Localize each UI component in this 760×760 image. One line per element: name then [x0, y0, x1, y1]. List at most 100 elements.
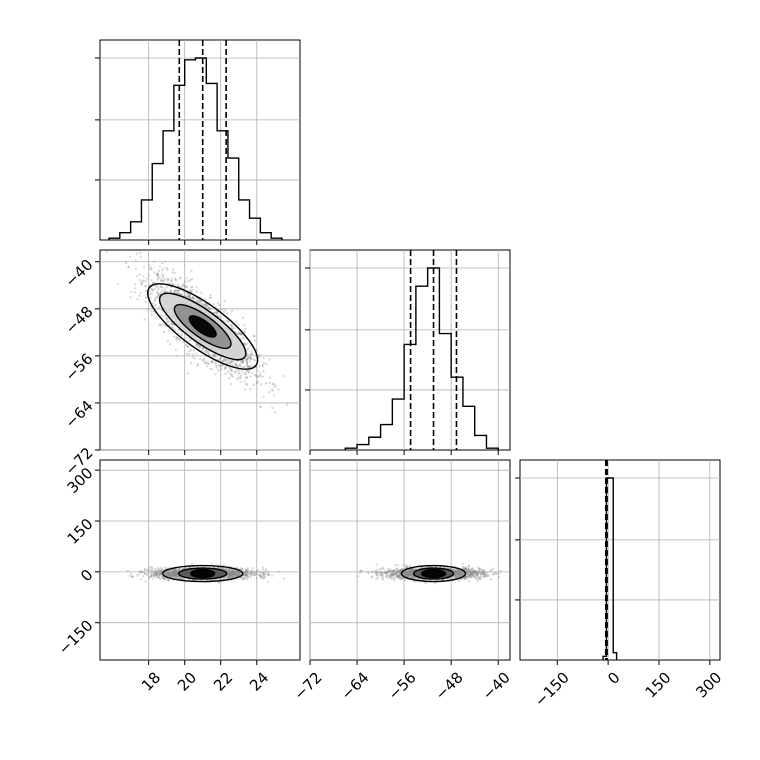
scatter-1-0-point [242, 330, 245, 333]
scatter-1-0-point [161, 269, 164, 272]
scatter-1-0-point [169, 343, 172, 346]
scatter-2-0-point [136, 574, 139, 577]
scatter-2-1-point [378, 573, 381, 576]
scatter-1-0-point [201, 359, 204, 362]
scatter-1-0-point [214, 373, 217, 376]
scatter-1-0-point [171, 271, 174, 274]
scatter-1-0-point [245, 359, 248, 362]
scatter-1-0-point [234, 370, 238, 373]
scatter-1-0-point [198, 345, 201, 348]
scatter-1-0-point [164, 314, 167, 317]
scatter-1-0-point [175, 354, 178, 357]
scatter-2-0-point [264, 568, 268, 571]
scatter-1-0-point [247, 369, 250, 372]
scatter-1-0-point [188, 279, 191, 282]
scatter-1-0-point [163, 260, 166, 263]
scatter-1-0-point [185, 343, 188, 346]
scatter-1-0-point [238, 364, 241, 367]
scatter-1-0-point [192, 353, 195, 356]
scatter-1-0-point [124, 249, 127, 252]
scatter-1-0-point [148, 264, 151, 267]
scatter-1-0-point [244, 342, 247, 345]
scatter-2-1-point [461, 563, 464, 566]
scatter-1-0-point [138, 273, 142, 276]
scatter-1-0-point [258, 355, 261, 358]
scatter-1-0-point [244, 331, 247, 334]
scatter-1-0-point [236, 364, 239, 367]
scatter-2-0-point [259, 574, 262, 578]
scatter-1-0-point [173, 335, 176, 338]
scatter-1-0-point [134, 259, 137, 262]
scatter-1-0-point [169, 279, 172, 282]
scatter-1-0-point [263, 362, 266, 365]
scatter-1-0-point [259, 383, 263, 386]
scatter-1-0-point [246, 365, 249, 368]
scatter-2-0-point [128, 575, 131, 578]
scatter-1-0-point [128, 255, 131, 258]
scatter-1-0-point [153, 260, 156, 263]
scatter-1-0-point [257, 375, 260, 378]
scatter-1-0-point [175, 337, 178, 340]
scatter-2-0-point [154, 568, 157, 571]
scatter-1-0-point [178, 277, 181, 280]
scatter-1-0-point [245, 358, 248, 361]
scatter-1-0-point [245, 377, 248, 380]
scatter-1-0-point [189, 362, 193, 365]
scatter-1-0-point [258, 365, 261, 368]
scatter-2-0-point [143, 572, 146, 575]
scatter-1-0-point [239, 376, 242, 379]
scatter-1-0-point [253, 335, 256, 338]
scatter-1-0-point [226, 370, 230, 373]
scatter-1-0-point [250, 372, 253, 375]
scatter-1-0-point [195, 286, 198, 289]
scatter-1-0-point [192, 349, 195, 352]
scatter-1-0-point [150, 279, 153, 282]
scatter-1-0-point [196, 364, 199, 367]
scatter-1-0-point [234, 362, 238, 365]
scatter-1-0-point [273, 394, 276, 397]
scatter-1-0-point [163, 290, 166, 294]
scatter-1-0-point [186, 345, 189, 349]
scatter-2-0-point [164, 566, 167, 569]
scatter-1-0-point [157, 273, 160, 276]
scatter-1-0-point [178, 337, 181, 341]
scatter-1-0-point [256, 380, 259, 383]
scatter-1-0-point [261, 375, 264, 378]
scatter-1-0-point [171, 327, 174, 330]
scatter-2-0-point [271, 574, 274, 577]
scatter-1-0-point [224, 372, 227, 375]
scatter-1-0-point [202, 357, 205, 360]
scatter-1-0-point [140, 283, 143, 286]
scatter-1-0-point [243, 336, 246, 339]
scatter-1-0-point [158, 276, 161, 279]
scatter-1-0-point [165, 286, 168, 289]
scatter-2-1-point [476, 579, 479, 582]
scatter-2-0-point [257, 569, 260, 572]
scatter-2-0-point [246, 574, 249, 578]
scatter-2-0-point [161, 568, 164, 571]
scatter-1-0-point [243, 323, 246, 326]
scatter-1-0-point [222, 307, 225, 310]
scatter-1-0-point [206, 303, 209, 306]
scatter-1-0-point [219, 364, 222, 367]
scatter-1-0-point [239, 332, 242, 335]
scatter-1-0-point [202, 349, 205, 352]
scatter-1-0-point [229, 362, 232, 365]
scatter-1-0-point [159, 324, 162, 327]
scatter-1-0-point [239, 364, 242, 367]
scatter-1-0-point [143, 265, 146, 268]
scatter-1-0-point [223, 310, 226, 313]
scatter-2-0-point [126, 569, 129, 573]
scatter-2-0-point [158, 570, 161, 573]
scatter-1-0-point [195, 290, 198, 293]
scatter-1-0-point [160, 286, 163, 289]
scatter-1-0-point [150, 292, 153, 295]
scatter-2-0-point [244, 570, 248, 573]
scatter-1-0-point [183, 280, 186, 283]
scatter-1-0-point [211, 368, 214, 371]
scatter-1-0-point [214, 355, 217, 358]
scatter-1-0-point [149, 296, 152, 299]
scatter-1-0-point [187, 292, 190, 296]
scatter-1-0-point [209, 296, 212, 299]
